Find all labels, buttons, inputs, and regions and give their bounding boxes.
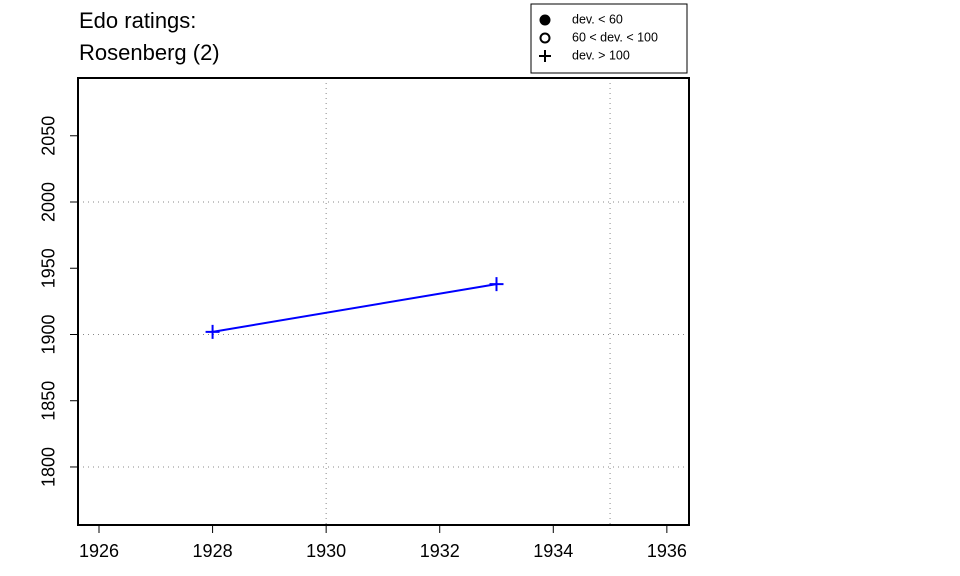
x-tick-label: 1934 <box>533 541 573 561</box>
plot-frame <box>77 77 690 526</box>
marker <box>489 277 504 292</box>
legend-label: 60 < dev. < 100 <box>572 30 658 44</box>
marker <box>205 324 220 339</box>
y-tick-label: 2050 <box>39 116 59 156</box>
chart-subtitle: Rosenberg (2) <box>79 40 220 65</box>
line <box>212 283 497 333</box>
y-tick-label: 2000 <box>39 182 59 222</box>
x-tick-label: 1928 <box>193 541 233 561</box>
marker <box>539 32 551 44</box>
legend-label: dev. < 60 <box>572 12 623 26</box>
y-tick-label: 1850 <box>39 381 59 421</box>
y-tick-label: 1950 <box>39 248 59 288</box>
x-tick-label: 1932 <box>420 541 460 561</box>
marker <box>539 50 551 62</box>
chart-title: Edo ratings: <box>79 8 196 33</box>
y-tick-label: 1900 <box>39 314 59 354</box>
y-tick-label: 1800 <box>39 447 59 487</box>
legend-label: dev. > 100 <box>572 48 630 62</box>
x-tick-label: 1936 <box>647 541 687 561</box>
x-tick-label: 1930 <box>306 541 346 561</box>
legend-box <box>530 3 688 74</box>
marker <box>539 14 551 26</box>
x-tick-label: 1926 <box>79 541 119 561</box>
